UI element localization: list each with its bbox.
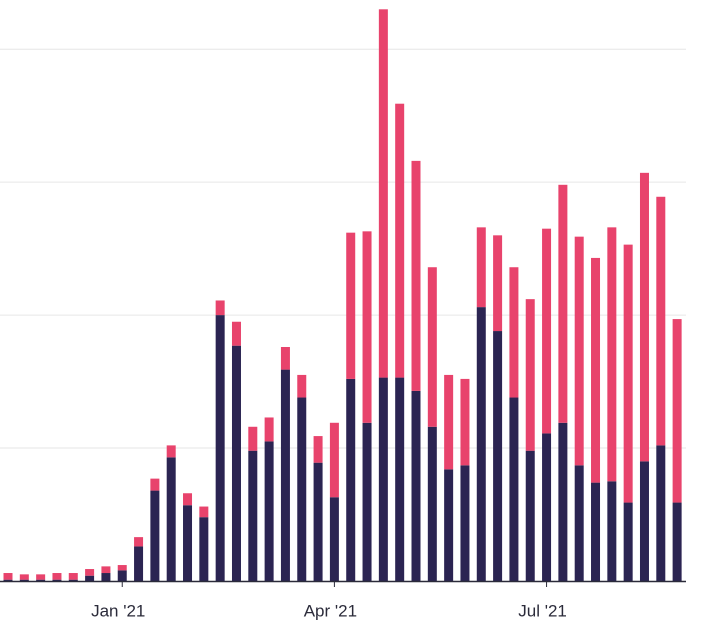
bar-segment	[525, 299, 535, 451]
bar-segment	[623, 244, 633, 503]
bar-segment	[444, 374, 454, 470]
bar-segment	[199, 517, 209, 581]
bar-segment	[378, 377, 388, 581]
bar-segment	[329, 422, 339, 498]
bar-segment	[639, 172, 649, 462]
bar-segment	[378, 9, 388, 378]
bar-segment	[134, 546, 144, 581]
bar-segment	[460, 465, 470, 581]
bar-segment	[264, 417, 274, 442]
bar-segment	[215, 300, 225, 316]
bar-segment	[85, 575, 95, 581]
bar-segment	[656, 445, 666, 581]
bar-segment	[509, 397, 519, 581]
bar-segment	[36, 579, 46, 581]
bar-segment	[476, 307, 486, 581]
bar-segment	[231, 321, 241, 346]
bar-segment	[411, 160, 421, 391]
bar-segment	[574, 465, 584, 581]
bar-segment	[3, 579, 13, 581]
bar-segment	[117, 570, 127, 581]
bar-segment	[215, 315, 225, 581]
bar-segment	[607, 481, 617, 581]
bar-segment	[52, 573, 62, 580]
bar-segment	[411, 390, 421, 581]
bar-segment	[542, 228, 552, 434]
bar-segment	[183, 493, 193, 506]
bar-segment	[313, 462, 323, 581]
bar-segment	[150, 478, 160, 491]
bar-segment	[199, 506, 209, 518]
bar-segment	[493, 235, 503, 332]
bar-segment	[346, 232, 356, 379]
bar-segment	[150, 490, 160, 581]
bar-segment	[558, 184, 568, 423]
bar-segment	[329, 497, 339, 581]
bar-segment	[313, 436, 323, 463]
bar-segment	[395, 377, 405, 581]
bar-segment	[280, 347, 290, 370]
bar-segment	[460, 378, 470, 466]
bar-segment	[101, 573, 111, 581]
bar-segment	[591, 257, 601, 483]
bar-segment	[36, 574, 46, 580]
bar-segment	[231, 345, 241, 581]
bar-segment	[264, 441, 274, 581]
bar-segment	[248, 450, 258, 581]
bar-segment	[672, 502, 682, 581]
bar-segment	[297, 374, 307, 398]
bar-segment	[525, 450, 535, 581]
bar-segment	[444, 469, 454, 581]
bar-segment	[476, 227, 486, 308]
bar-segment	[639, 461, 649, 581]
bar-segment	[607, 227, 617, 482]
bar-segment	[362, 231, 372, 423]
bar-segment	[427, 267, 437, 427]
bar-segment	[280, 369, 290, 581]
bar-segment	[509, 267, 519, 398]
bar-segment	[346, 378, 356, 581]
bar-segment	[68, 573, 78, 580]
bar-segment	[101, 566, 111, 574]
x-tick-label: Jan '21	[91, 601, 145, 620]
bar-segment	[19, 574, 29, 580]
x-tick-label: Apr '21	[304, 601, 357, 620]
bar-segment	[134, 537, 144, 547]
bar-segment	[248, 426, 258, 451]
bar-segment	[166, 445, 176, 458]
bar-segment	[395, 103, 405, 378]
bar-segment	[166, 457, 176, 581]
bar-segment	[623, 502, 633, 581]
bar-segment	[297, 397, 307, 581]
bar-segment	[117, 565, 127, 571]
bar-segment	[68, 579, 78, 581]
bar-segment	[19, 579, 29, 581]
bar-segment	[542, 433, 552, 581]
x-tick-label: Jul '21	[518, 601, 567, 620]
bar-segment	[183, 505, 193, 581]
bar-segment	[656, 196, 666, 446]
bar-segment	[52, 579, 62, 581]
bar-segment	[427, 426, 437, 581]
bar-segment	[362, 422, 372, 581]
bar-segment	[574, 236, 584, 466]
bar-segment	[558, 422, 568, 581]
bar-segment	[3, 573, 13, 580]
bar-segment	[672, 319, 682, 503]
bar-segment	[85, 569, 95, 576]
bar-segment	[493, 331, 503, 581]
bar-segment	[591, 482, 601, 581]
